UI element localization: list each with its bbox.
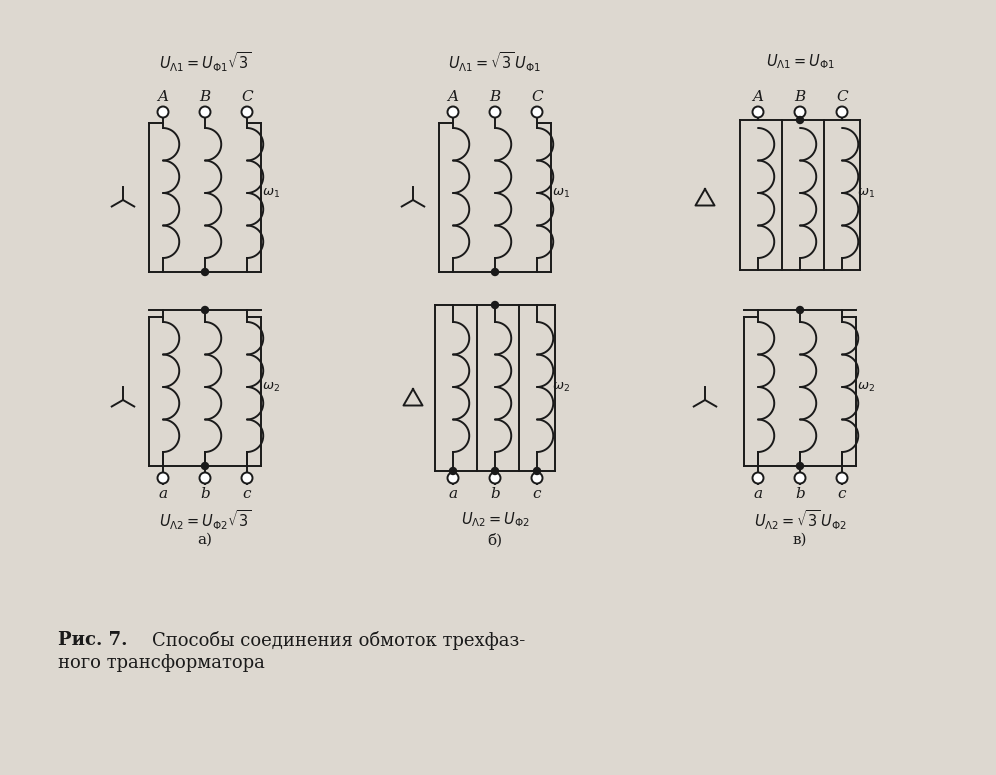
Circle shape	[447, 106, 458, 118]
Circle shape	[199, 106, 210, 118]
Circle shape	[241, 106, 253, 118]
Text: ного трансформатора: ного трансформатора	[58, 654, 265, 672]
Circle shape	[241, 473, 253, 484]
Circle shape	[753, 106, 764, 118]
Text: A: A	[447, 90, 458, 104]
Circle shape	[489, 473, 501, 484]
Text: $\omega_2$: $\omega_2$	[857, 381, 875, 394]
Text: $\omega_1$: $\omega_1$	[857, 187, 875, 199]
Text: а): а)	[197, 533, 212, 547]
Circle shape	[837, 473, 848, 484]
Circle shape	[489, 106, 501, 118]
Circle shape	[753, 473, 764, 484]
Text: c: c	[533, 487, 541, 501]
Circle shape	[201, 463, 208, 470]
Text: a: a	[753, 487, 763, 501]
Text: $U_{\Lambda 2}=U_{\Phi 2}$: $U_{\Lambda 2}=U_{\Phi 2}$	[460, 511, 530, 529]
Circle shape	[532, 106, 543, 118]
Text: c: c	[838, 487, 847, 501]
Text: $U_{\Lambda 2}=U_{\Phi 2}\sqrt{3}$: $U_{\Lambda 2}=U_{\Phi 2}\sqrt{3}$	[159, 508, 251, 532]
Circle shape	[157, 473, 168, 484]
Circle shape	[797, 306, 804, 314]
Text: a: a	[448, 487, 457, 501]
Circle shape	[449, 467, 456, 474]
Circle shape	[447, 473, 458, 484]
Text: a: a	[158, 487, 167, 501]
Text: b: b	[490, 487, 500, 501]
Circle shape	[795, 106, 806, 118]
Text: $\omega_1$: $\omega_1$	[552, 187, 570, 199]
Text: b: b	[795, 487, 805, 501]
Text: B: B	[795, 90, 806, 104]
Circle shape	[837, 106, 848, 118]
Circle shape	[795, 473, 806, 484]
Text: A: A	[753, 90, 764, 104]
Text: $\omega_2$: $\omega_2$	[262, 381, 280, 394]
Text: C: C	[837, 90, 848, 104]
Text: Рис. 7.: Рис. 7.	[58, 631, 127, 649]
Text: A: A	[157, 90, 168, 104]
Circle shape	[201, 306, 208, 314]
Circle shape	[534, 467, 541, 474]
Text: в): в)	[793, 533, 807, 547]
Text: $U_{\Lambda 1}=U_{\Phi 1}$: $U_{\Lambda 1}=U_{\Phi 1}$	[766, 53, 835, 71]
Circle shape	[797, 463, 804, 470]
Text: B: B	[199, 90, 210, 104]
Text: $U_{\Lambda 2}=\sqrt{3}\,U_{\Phi 2}$: $U_{\Lambda 2}=\sqrt{3}\,U_{\Phi 2}$	[754, 508, 847, 532]
Text: б): б)	[487, 533, 503, 547]
Circle shape	[797, 116, 804, 123]
Circle shape	[491, 268, 499, 275]
Text: C: C	[531, 90, 543, 104]
Circle shape	[491, 467, 499, 474]
Text: b: b	[200, 487, 210, 501]
Circle shape	[157, 106, 168, 118]
Text: $U_{\Lambda 1}=U_{\Phi 1}\sqrt{3}$: $U_{\Lambda 1}=U_{\Phi 1}\sqrt{3}$	[159, 50, 251, 74]
Text: B: B	[489, 90, 501, 104]
Circle shape	[201, 268, 208, 275]
Text: $U_{\Lambda 1}=\sqrt{3}\,U_{\Phi 1}$: $U_{\Lambda 1}=\sqrt{3}\,U_{\Phi 1}$	[448, 50, 542, 74]
Text: Способы соединения обмоток трехфаз-: Способы соединения обмоток трехфаз-	[152, 631, 525, 649]
Text: $\omega_2$: $\omega_2$	[552, 381, 570, 394]
Text: C: C	[241, 90, 253, 104]
Text: $\omega_1$: $\omega_1$	[262, 187, 280, 199]
Circle shape	[491, 301, 499, 308]
Text: c: c	[243, 487, 251, 501]
Circle shape	[199, 473, 210, 484]
Circle shape	[532, 473, 543, 484]
